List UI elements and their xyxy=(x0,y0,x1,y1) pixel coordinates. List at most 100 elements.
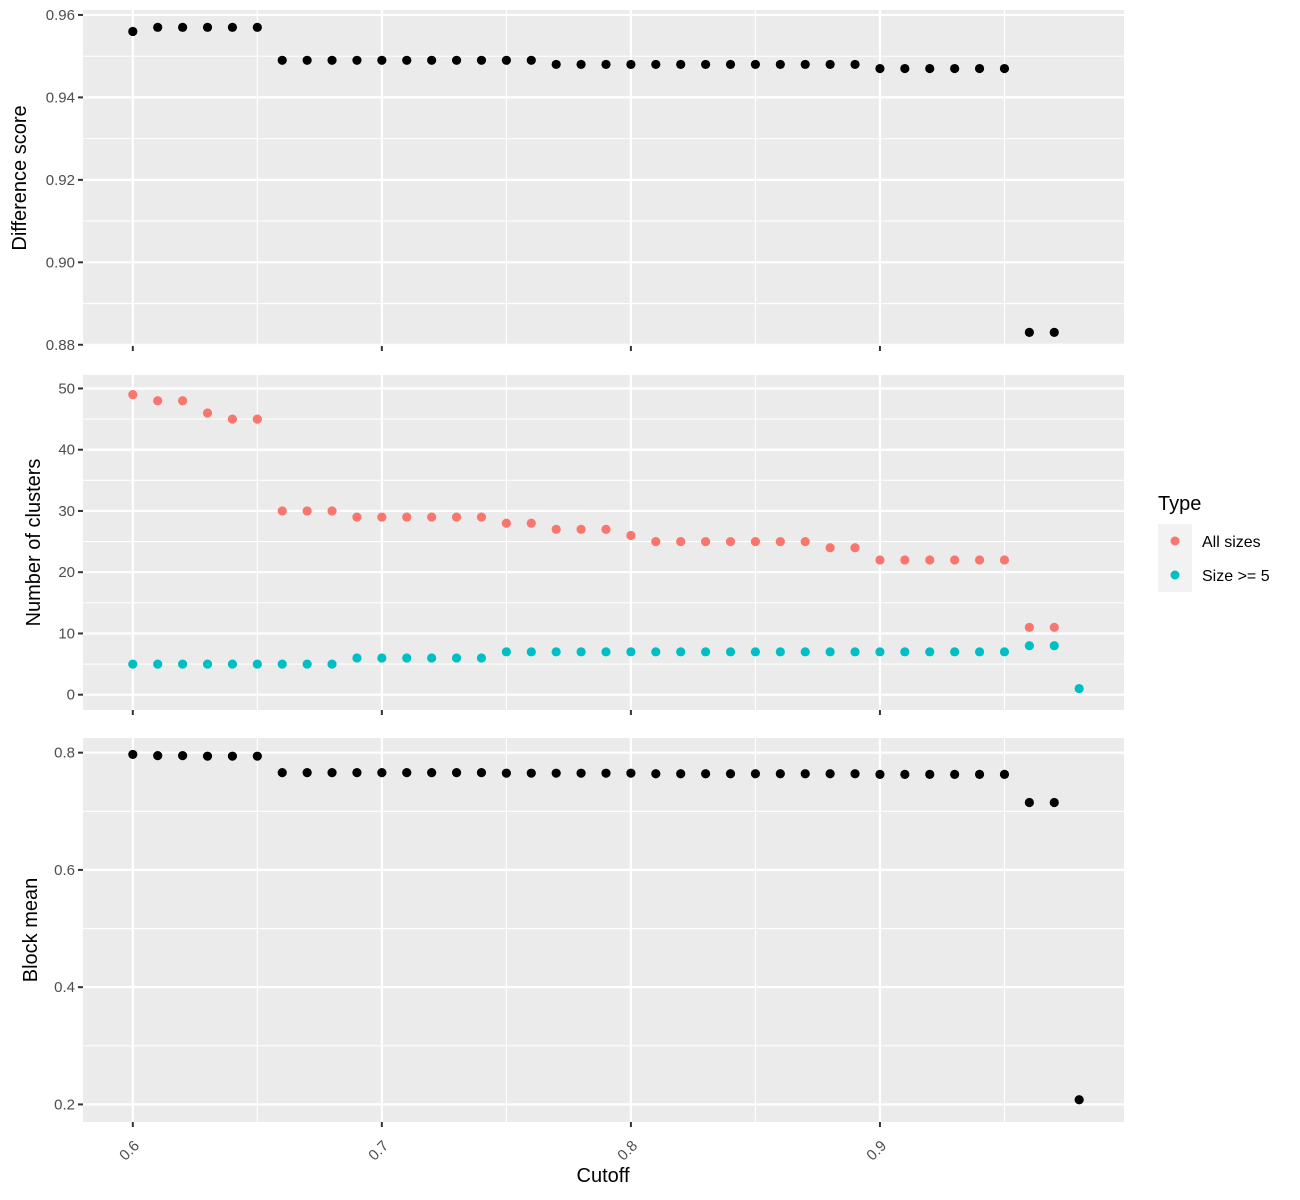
data-point xyxy=(402,512,412,522)
data-point xyxy=(651,536,661,547)
data-point xyxy=(725,769,736,779)
data-point xyxy=(999,555,1010,565)
x-tick-label: 0.8 xyxy=(614,1137,641,1164)
data-point xyxy=(676,536,686,547)
data-point xyxy=(178,22,188,32)
data-point xyxy=(352,653,362,663)
data-point xyxy=(377,512,387,522)
data-point xyxy=(900,555,910,565)
y-tick-label: 40 xyxy=(58,442,75,459)
panel-blockmean: 0.2 0.4 0.6 0.8 Block mean xyxy=(20,738,1124,1127)
data-point xyxy=(427,512,437,522)
data-point xyxy=(875,769,885,779)
data-point xyxy=(676,59,686,70)
data-point xyxy=(476,767,487,778)
data-point xyxy=(302,55,312,65)
data-point xyxy=(900,63,910,74)
data-point xyxy=(202,408,213,418)
data-point xyxy=(352,55,362,65)
data-point xyxy=(626,530,636,541)
data-point xyxy=(153,659,163,669)
series-clusters-0 xyxy=(128,389,1059,632)
x-tick-label: 0.7 xyxy=(365,1137,392,1164)
data-point xyxy=(551,647,561,657)
data-point xyxy=(850,647,860,657)
data-point xyxy=(925,647,935,657)
panel-clusters: 0 10 20 30 40 50 Number of clusters xyxy=(23,375,1124,715)
data-point xyxy=(178,659,188,669)
data-point xyxy=(302,767,312,778)
data-point xyxy=(651,769,661,779)
legend: Type All sizes Size >= 5 xyxy=(1158,493,1270,592)
data-point xyxy=(750,769,761,779)
data-point xyxy=(277,55,287,65)
data-point xyxy=(875,555,885,565)
data-point xyxy=(501,647,511,657)
data-point xyxy=(725,536,736,547)
data-point xyxy=(651,59,661,70)
data-point xyxy=(128,26,138,37)
data-point xyxy=(800,769,810,779)
data-point xyxy=(1049,622,1059,632)
data-point xyxy=(352,767,362,778)
data-point xyxy=(900,647,910,657)
data-point xyxy=(950,769,960,779)
data-point xyxy=(277,767,287,778)
data-point xyxy=(476,512,487,522)
data-point xyxy=(501,518,511,528)
data-point xyxy=(526,55,536,65)
data-point xyxy=(302,659,312,669)
data-point xyxy=(476,653,487,663)
data-point xyxy=(775,536,785,547)
data-point xyxy=(427,767,437,778)
y-axis-title-difference: Difference score xyxy=(9,105,31,250)
y-tick-label: 0.4 xyxy=(54,979,75,996)
data-point xyxy=(676,647,686,657)
y-tick-label: 0.6 xyxy=(54,862,75,879)
data-point xyxy=(576,59,586,70)
data-point xyxy=(1049,797,1059,808)
data-point xyxy=(925,769,935,779)
data-point xyxy=(277,506,287,516)
data-point xyxy=(252,659,262,669)
data-point xyxy=(451,55,462,65)
data-point xyxy=(153,396,163,406)
y-tick-label: 0.90 xyxy=(46,254,75,271)
y-tick-label: 10 xyxy=(58,625,75,642)
data-point xyxy=(800,59,810,70)
data-point xyxy=(576,524,586,534)
data-point xyxy=(551,768,561,778)
legend-label-size-ge-5: Size >= 5 xyxy=(1202,568,1270,585)
data-point xyxy=(576,768,586,778)
data-point xyxy=(476,55,487,65)
data-point xyxy=(501,768,511,778)
data-point xyxy=(750,536,761,547)
data-point xyxy=(850,769,860,779)
data-point xyxy=(974,555,985,565)
panel-background xyxy=(83,375,1124,710)
data-point xyxy=(850,543,860,553)
data-point xyxy=(128,749,138,760)
data-point xyxy=(327,506,337,516)
data-point xyxy=(950,63,960,74)
data-point xyxy=(377,653,387,663)
data-point xyxy=(202,751,213,761)
data-point xyxy=(676,769,686,779)
data-point xyxy=(227,659,238,669)
data-point xyxy=(402,767,412,778)
data-point xyxy=(875,647,885,657)
data-point xyxy=(526,768,536,778)
y-tick-label: 30 xyxy=(58,503,75,520)
panel-difference: 0.88 0.90 0.92 0.94 0.96 Difference score xyxy=(9,7,1124,354)
data-point xyxy=(800,647,810,657)
series-blockmean-0 xyxy=(128,749,1084,1105)
data-point xyxy=(252,414,262,424)
data-point xyxy=(153,750,163,761)
data-point xyxy=(178,750,188,761)
data-point xyxy=(1024,641,1034,651)
data-point xyxy=(327,659,337,669)
data-point xyxy=(900,769,910,779)
data-point xyxy=(526,518,536,528)
data-point xyxy=(825,543,835,553)
y-tick-label: 0.96 xyxy=(46,7,75,24)
